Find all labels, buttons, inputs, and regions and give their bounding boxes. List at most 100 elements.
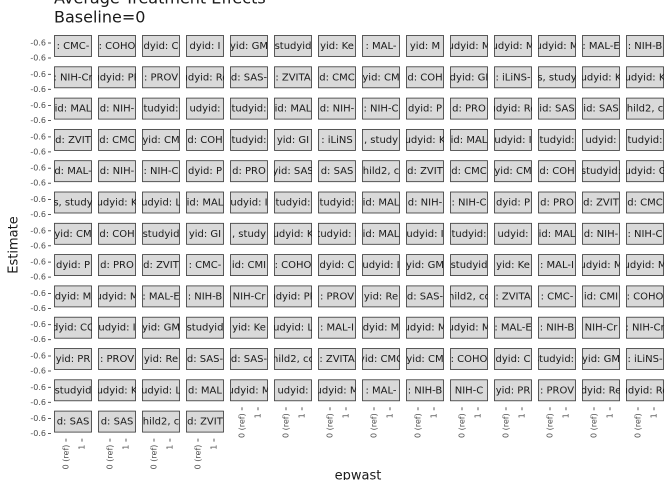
facet-strip-label: d: NIH-	[320, 104, 355, 115]
facet-strip-label: , study	[232, 229, 266, 240]
x-tick-label: 0 (ref)	[238, 413, 247, 438]
facet-strip-label: dyid: GI	[450, 72, 489, 83]
facet-strip-label: dyid: I	[190, 41, 221, 52]
facet-strip	[362, 316, 400, 339]
facet-strip-label: dyid: Re	[581, 385, 622, 396]
facet-strip-label: udyid: M	[96, 291, 139, 302]
y-tick-label: -0.6	[30, 273, 46, 282]
x-tick-label: 0 (ref)	[634, 413, 643, 438]
facet-strip-label: udyid: K	[405, 135, 446, 146]
facet-strip-label: tudyid: GI	[621, 166, 670, 177]
facet-strip-label: d: ZVIT	[187, 417, 224, 428]
facet-strip-label: d: NIH-	[100, 166, 135, 177]
x-tick-label: 1	[518, 413, 527, 418]
facet-strip	[626, 285, 664, 308]
facet-strip	[98, 128, 136, 151]
facet-strip	[626, 316, 664, 339]
x-tick-label: 1	[78, 445, 87, 450]
facet-strip-label: yid: SAS	[272, 166, 313, 177]
y-tick-label: -0.6	[30, 320, 46, 329]
facet-strip	[406, 128, 444, 151]
y-axis-label: Estimate	[7, 216, 22, 273]
facet-strip	[274, 97, 312, 120]
facet-strip	[406, 285, 444, 308]
facet-strip	[54, 348, 92, 370]
facet-strip	[626, 66, 664, 89]
facet-strip-label: id: MAL	[363, 198, 400, 209]
facet-strip	[230, 160, 268, 183]
facet-strip-label: : NIH-B	[628, 41, 663, 52]
facet-strip-label: studyid	[55, 385, 92, 396]
facet-strip	[230, 285, 268, 308]
facet-strip	[494, 254, 532, 277]
facet-strip-label: yid: Ke	[320, 41, 354, 52]
facet-strip-label: : NIH-C	[143, 166, 178, 177]
facet-strip	[98, 35, 136, 57]
facet-strip	[230, 379, 268, 402]
facet-strip-label: udyid: M	[448, 41, 491, 52]
facet-strip-label: udyid: K	[97, 385, 138, 396]
facet-strip-label: : COHO	[627, 291, 664, 302]
facet-strip-label: id: MAL	[451, 135, 488, 146]
facet-strip-label: udyid: PR	[93, 72, 140, 83]
facet-strip	[186, 191, 224, 214]
facet-strip-label: : CMC-	[541, 291, 574, 302]
y-tick-label: -0.6	[30, 352, 46, 361]
facet-strip-label: tudyid:	[539, 135, 574, 146]
facet-strip-label: NIH-Cr	[233, 291, 267, 302]
x-tick-label: 0 (ref)	[546, 413, 555, 438]
facet-strip-label: : NIH-Cr	[625, 323, 665, 334]
x-tick-label: 1	[342, 413, 351, 418]
facet-strip	[142, 66, 180, 89]
facet-strip-label: yid: CM	[54, 229, 91, 240]
facet-strip-label: d: ZVIT	[583, 198, 620, 209]
y-tick-label: -0.6	[30, 101, 46, 110]
facet-strip	[538, 316, 576, 339]
y-tick-label: -0.6	[30, 39, 46, 48]
facet-strip-label: udyid: I	[494, 135, 531, 146]
facet-strip-label: d: PRO	[452, 104, 486, 115]
x-tick-label: 0 (ref)	[326, 413, 335, 438]
facet-strip	[582, 285, 620, 308]
facet-strip-label: : COHO	[99, 41, 136, 52]
facet-strip	[98, 379, 136, 402]
facet-strip	[98, 254, 136, 277]
facet-strip	[186, 160, 224, 183]
facet-strip-label: : iLiNS-	[495, 72, 531, 83]
facet-strip	[274, 379, 312, 402]
facet-strip-label: studyid:	[581, 166, 621, 177]
facet-strip-label: tudyid:	[231, 104, 266, 115]
facet-strip	[54, 66, 92, 89]
facet-strip	[538, 35, 576, 57]
facet-strip-label: : NIH-C	[363, 104, 398, 115]
facet-strip	[494, 35, 532, 57]
x-tick-label: 0 (ref)	[458, 413, 467, 438]
facet-strip-label: hild2, c	[143, 417, 179, 428]
facet-strip-label: hild2, c	[363, 166, 399, 177]
facet-strip-label: : MAL-I	[540, 260, 574, 271]
facet-strip-label: udyid:	[585, 135, 616, 146]
facet-strip-label: dyid: C	[496, 354, 531, 365]
facet-strip-label: d: NIH-	[408, 198, 443, 209]
facet-strip-label: udyid: M	[316, 385, 359, 396]
facet-strip-label: udyid: M	[448, 323, 491, 334]
facet-strip	[186, 254, 224, 277]
facet-strip	[274, 285, 312, 308]
facet-strip	[142, 128, 180, 151]
facet-strip-label: udyid: Re	[182, 72, 229, 83]
facet-strip-label: id: MAL	[275, 104, 312, 115]
facet-strip-label: : NIH-B	[540, 323, 575, 334]
facet-strip-label: dyid: M	[55, 291, 92, 302]
facet-strip	[230, 222, 268, 245]
facet-strip	[538, 222, 576, 245]
facet-strip	[538, 191, 576, 214]
facet-strip	[98, 160, 136, 183]
facet-strip-label: : ZVITA	[275, 72, 311, 83]
facet-strip-label: : COHO	[275, 260, 312, 271]
facet-strip	[626, 254, 664, 277]
facet-strip	[230, 66, 268, 89]
facet-strip	[406, 191, 444, 214]
y-tick-label: -0.6	[30, 241, 46, 250]
facet-strip	[582, 316, 620, 339]
